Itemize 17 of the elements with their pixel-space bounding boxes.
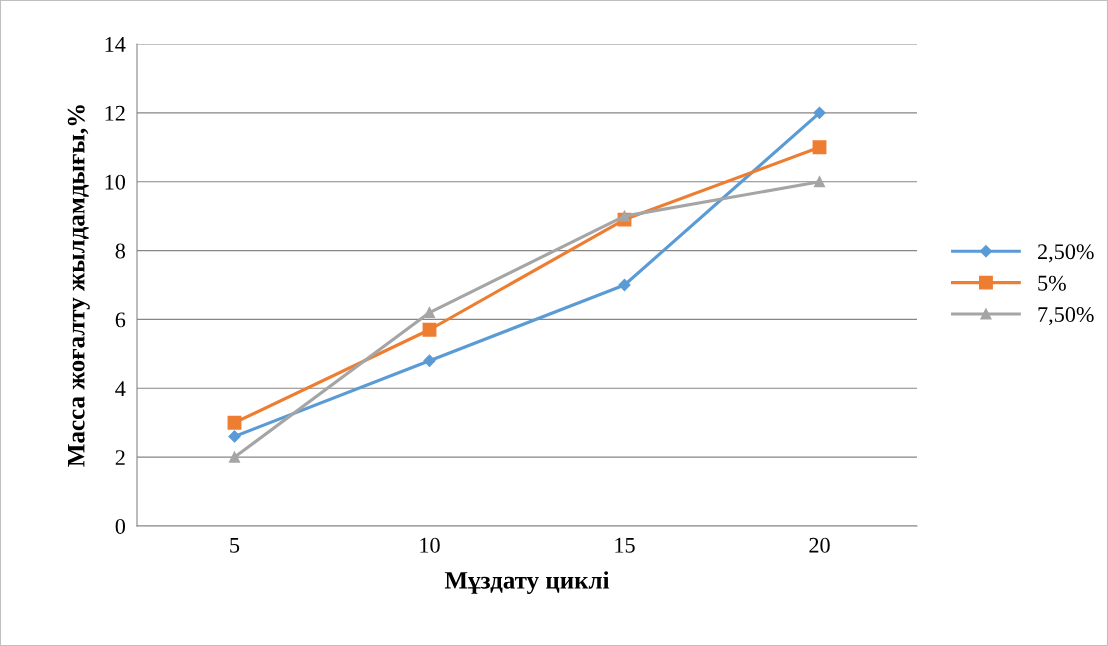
x-tick-label: 20: [809, 537, 830, 553]
y-tick-label: 0: [115, 518, 126, 534]
x-axis-title: Мұздату циклі: [444, 571, 610, 594]
x-tick-label: 15: [615, 537, 635, 553]
y-tick-label: 8: [115, 243, 126, 259]
y-axis-title: Масса жоғалту жылдамдығы,%: [67, 105, 90, 467]
x-tick-label: 10: [420, 537, 440, 553]
y-tick-label: 4: [115, 381, 126, 396]
x-tick-label: 5: [230, 537, 240, 553]
y-tick-label: 12: [105, 105, 125, 121]
y-tick-label: 6: [115, 312, 126, 328]
legend-label: 7,50%: [1038, 307, 1094, 326]
y-tick-label: 14: [105, 37, 126, 52]
y-tick-label: 2: [115, 450, 125, 465]
legend-label: 2,50%: [1038, 244, 1094, 263]
y-tick-label: 10: [105, 174, 126, 190]
legend-label: 5%: [1038, 275, 1066, 291]
